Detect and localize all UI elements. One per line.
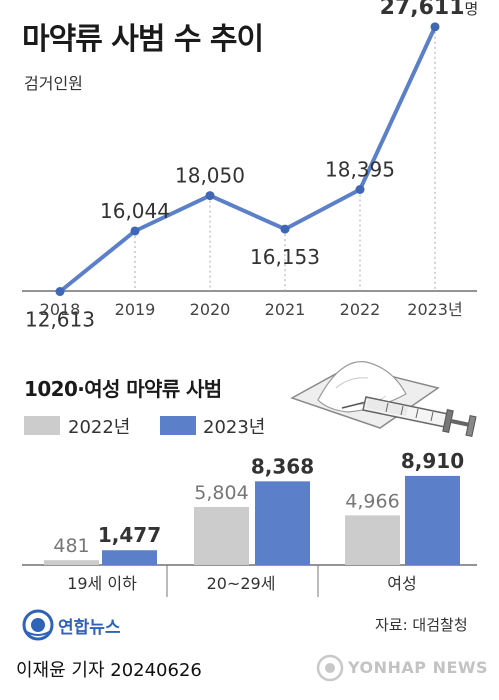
bar-2022: [194, 506, 249, 565]
data-label: 18,050: [175, 164, 245, 188]
bar-chart-title: 1020·여성 마약류 사범: [24, 377, 222, 401]
category-label: 여성: [387, 574, 416, 593]
data-point: [355, 185, 365, 194]
category-label: 19세 이하: [67, 574, 137, 593]
bar-value-label: 1,477: [98, 523, 161, 547]
data-point: [430, 22, 440, 32]
byline-bar: 이재윤 기자 20240626 YONHAP NEWS: [0, 650, 499, 700]
data-label: 16,153: [250, 245, 320, 269]
legend-label-2023: 2023년: [203, 417, 266, 438]
x-tick-label: 2020: [190, 300, 231, 319]
bar-2022: [44, 560, 99, 565]
syringe-icon: [341, 396, 477, 437]
legend-swatch-2023: [160, 416, 196, 435]
bar-value-label: 481: [53, 535, 89, 557]
watermark-text: YONHAP NEWS: [348, 658, 489, 677]
x-tick-label: 2019: [115, 300, 156, 319]
bar-value-label: 8,368: [251, 454, 314, 478]
data-point: [280, 224, 290, 234]
bar-value-label: 4,966: [345, 490, 399, 512]
x-tick-label: 2023년: [407, 300, 462, 319]
data-label: 27,611명: [380, 0, 479, 20]
series-line: [58, 26, 437, 294]
data-label: 12,613: [25, 308, 95, 332]
bar-2023: [405, 475, 460, 565]
legend-label-2022: 2022년: [68, 417, 131, 438]
watermark-logo-icon: [316, 654, 344, 682]
legend-swatch-2022: [24, 416, 60, 435]
bar-2023: [102, 550, 157, 565]
data-point: [205, 191, 215, 201]
source-note: 자료: 대검찰청: [375, 616, 468, 634]
bar-value-label: 5,804: [194, 482, 248, 504]
x-tick-label: 2018: [40, 300, 81, 319]
data-point: [130, 226, 140, 236]
data-point: [55, 287, 65, 297]
bar-value-label: 8,910: [401, 449, 464, 473]
yonhap-logo-icon: [22, 609, 54, 641]
data-label: 16,044: [100, 199, 170, 223]
bar-2023: [255, 481, 310, 565]
chart-subtitle: 검거인원: [24, 74, 83, 93]
x-tick-label: 2021: [265, 300, 306, 319]
page-title: 마약류 사범 수 추이: [22, 22, 264, 57]
unit-label: 명: [465, 0, 479, 18]
byline: 이재윤 기자 20240626: [16, 660, 202, 681]
bar-2022: [345, 515, 400, 565]
drug-syringe-illustration: [290, 361, 477, 437]
category-label: 20~29세: [207, 574, 276, 593]
x-tick-label: 2022: [340, 300, 381, 319]
data-label: 18,395: [325, 158, 395, 182]
yonhap-logo-text: 연합뉴스: [58, 618, 121, 638]
